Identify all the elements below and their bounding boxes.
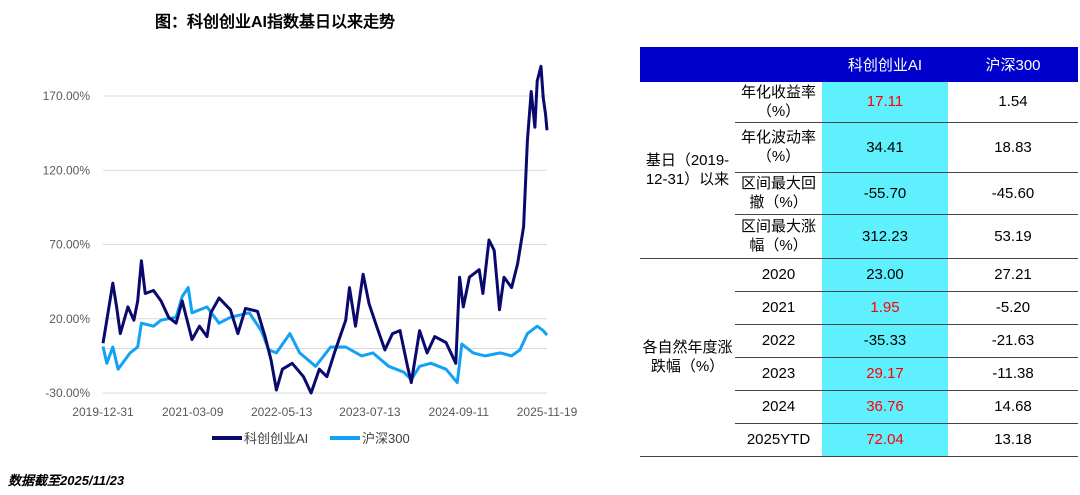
table-row: 基日（2019-12-31）以来 年化收益率（%） 17.11 1.54 xyxy=(640,82,1078,259)
hs300-value: 13.18 xyxy=(948,423,1078,457)
metric-label: 年化收益率（%） xyxy=(735,82,822,123)
series-line-1 xyxy=(101,286,549,385)
header-blank xyxy=(640,47,735,82)
hs300-value: 53.19 xyxy=(948,214,1078,259)
header-blank xyxy=(735,47,822,82)
metric-label: 2022 xyxy=(735,324,822,358)
group-label: 各自然年度涨跌幅（%） xyxy=(640,258,735,457)
y-tick-label: 120.00% xyxy=(43,163,91,177)
metric-label: 2021 xyxy=(735,291,822,325)
metric-label: 2020 xyxy=(735,258,822,292)
ai-value: 29.17 xyxy=(822,357,948,391)
ai-value: -55.70 xyxy=(822,172,948,215)
y-tick-label: -30.00% xyxy=(45,386,90,400)
metric-label: 2023 xyxy=(735,357,822,391)
hs300-value: -45.60 xyxy=(948,172,1078,215)
hs300-value: -11.38 xyxy=(948,357,1078,391)
legend-label: 科创创业AI xyxy=(244,431,308,446)
table-row: 年化波动率（%） 34.41 18.83 xyxy=(640,122,1078,173)
metric-label: 年化波动率（%） xyxy=(735,122,822,173)
hs300-value: 14.68 xyxy=(948,390,1078,424)
ai-value: 72.04 xyxy=(822,423,948,457)
metric-label: 2025YTD xyxy=(735,423,822,457)
series-line-0 xyxy=(101,64,549,395)
y-tick-label: 70.00% xyxy=(49,238,90,252)
performance-table: 科创创业AI 沪深300 基日（2019-12-31）以来 年化收益率（%） 17.… xyxy=(640,47,1078,457)
x-tick-label: 2025-11-19 xyxy=(517,405,578,419)
y-tick-label: 170.00% xyxy=(43,89,91,103)
ai-value: 36.76 xyxy=(822,390,948,424)
ai-value: 1.95 xyxy=(822,291,948,325)
x-tick-label: 2023-07-13 xyxy=(339,405,401,419)
line-chart: -30.00% 20.00% 70.00% 120.00% 170.00% 2019-12… xyxy=(43,64,578,446)
table-header: 科创创业AI 沪深300 xyxy=(640,47,1078,82)
table-row: 2021 1.95 -5.20 xyxy=(640,291,1078,325)
ai-value: 23.00 xyxy=(822,258,948,292)
hs300-value: 27.21 xyxy=(948,258,1078,292)
x-tick-label: 2024-09-11 xyxy=(429,405,490,419)
y-tick-label: 20.00% xyxy=(49,312,90,326)
ai-value: 312.23 xyxy=(822,214,948,259)
metric-label: 区间最大涨幅（%） xyxy=(735,214,822,259)
ai-value: -35.33 xyxy=(822,324,948,358)
hs300-value: 1.54 xyxy=(948,82,1078,123)
table-row: 区间最大回撤（%） -55.70 -45.60 xyxy=(640,172,1078,215)
group-label: 基日（2019-12-31）以来 xyxy=(640,82,735,259)
table-row: 2025YTD 72.04 13.18 xyxy=(640,423,1078,457)
table-row: 各自然年度涨跌幅（%） 2020 23.00 27.21 xyxy=(640,258,1078,457)
x-tick-label: 2022-05-13 xyxy=(251,405,313,419)
x-tick-label: 2021-03-09 xyxy=(162,405,224,419)
hs300-value: 18.83 xyxy=(948,122,1078,173)
ai-value: 17.11 xyxy=(822,82,948,123)
legend-label: 沪深300 xyxy=(362,431,410,446)
metric-label: 2024 xyxy=(735,390,822,424)
footnote: 数据截至2025/11/23 xyxy=(8,473,125,488)
hs300-value: -5.20 xyxy=(948,291,1078,325)
table-row: 区间最大涨幅（%） 312.23 53.19 xyxy=(640,214,1078,259)
header-ai: 科创创业AI xyxy=(822,47,948,82)
ai-value: 34.41 xyxy=(822,122,948,173)
header-hs300: 沪深300 xyxy=(948,47,1078,82)
table-row: 2024 36.76 14.68 xyxy=(640,390,1078,424)
table-row: 2022 -35.33 -21.63 xyxy=(640,324,1078,358)
table-row: 2023 29.17 -11.38 xyxy=(640,357,1078,391)
metric-label: 区间最大回撤（%） xyxy=(735,172,822,215)
hs300-value: -21.63 xyxy=(948,324,1078,358)
chart-title: 图：科创创业AI指数基日以来走势 xyxy=(154,14,395,31)
x-tick-label: 2019-12-31 xyxy=(72,405,134,419)
